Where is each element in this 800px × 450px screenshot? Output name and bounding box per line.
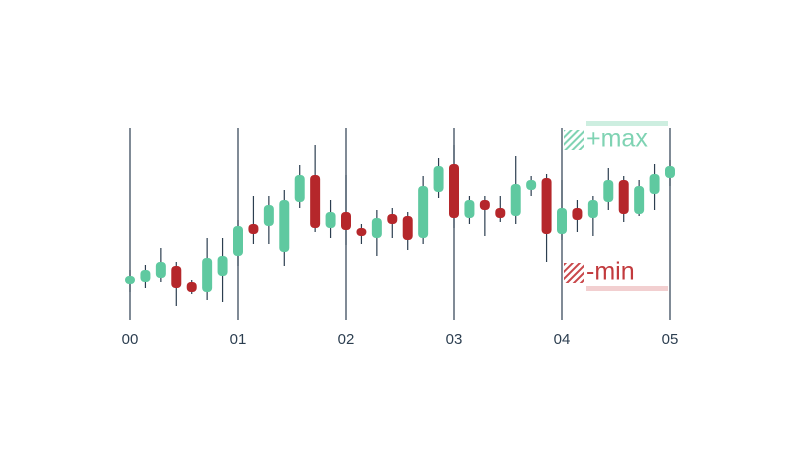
candle-body bbox=[263, 205, 274, 226]
candle-body bbox=[510, 184, 521, 216]
min-label: -min bbox=[586, 258, 635, 286]
candle-body bbox=[603, 180, 614, 202]
candle-body bbox=[140, 270, 151, 282]
candle-body bbox=[125, 276, 135, 284]
candle-body bbox=[649, 174, 660, 194]
candle-body bbox=[634, 186, 645, 214]
x-tick-label: 05 bbox=[662, 331, 679, 348]
candle-body bbox=[325, 212, 336, 228]
candle-body bbox=[587, 200, 598, 218]
candle-body bbox=[186, 282, 197, 292]
candle-body bbox=[433, 166, 444, 192]
candle-body bbox=[155, 262, 166, 278]
candle-body bbox=[479, 200, 490, 210]
max-hatch bbox=[564, 130, 584, 150]
candle-body bbox=[341, 212, 351, 230]
candle-body bbox=[557, 208, 567, 234]
candle-body bbox=[248, 224, 259, 234]
candle-body bbox=[418, 186, 429, 238]
candle-body bbox=[171, 266, 182, 288]
x-tick-label: 04 bbox=[554, 331, 571, 348]
candle-body bbox=[402, 216, 413, 240]
x-tick-label: 02 bbox=[338, 331, 355, 348]
candle-body bbox=[526, 180, 537, 190]
candle-body bbox=[572, 208, 583, 220]
min-hatch bbox=[564, 263, 584, 283]
x-tick-label: 01 bbox=[230, 331, 247, 348]
candle-body bbox=[294, 175, 305, 202]
candle-body bbox=[356, 228, 367, 236]
candle-body bbox=[202, 258, 213, 292]
candle-body bbox=[449, 164, 459, 218]
candle-body bbox=[464, 200, 475, 218]
candle-body bbox=[310, 175, 321, 228]
candle-body bbox=[217, 256, 228, 276]
candle-body bbox=[618, 180, 629, 214]
x-tick-label: 00 bbox=[122, 331, 139, 348]
candle-body bbox=[233, 226, 243, 256]
x-tick-label: 03 bbox=[446, 331, 463, 348]
max-highlight bbox=[586, 121, 668, 126]
candle-body bbox=[541, 178, 552, 234]
candle-body bbox=[665, 166, 675, 178]
candle-body bbox=[495, 208, 506, 218]
candle-body bbox=[387, 214, 398, 224]
max-label: +max bbox=[586, 125, 648, 153]
candle-body bbox=[279, 200, 290, 252]
min-highlight bbox=[586, 286, 668, 291]
candle-body bbox=[371, 218, 382, 238]
